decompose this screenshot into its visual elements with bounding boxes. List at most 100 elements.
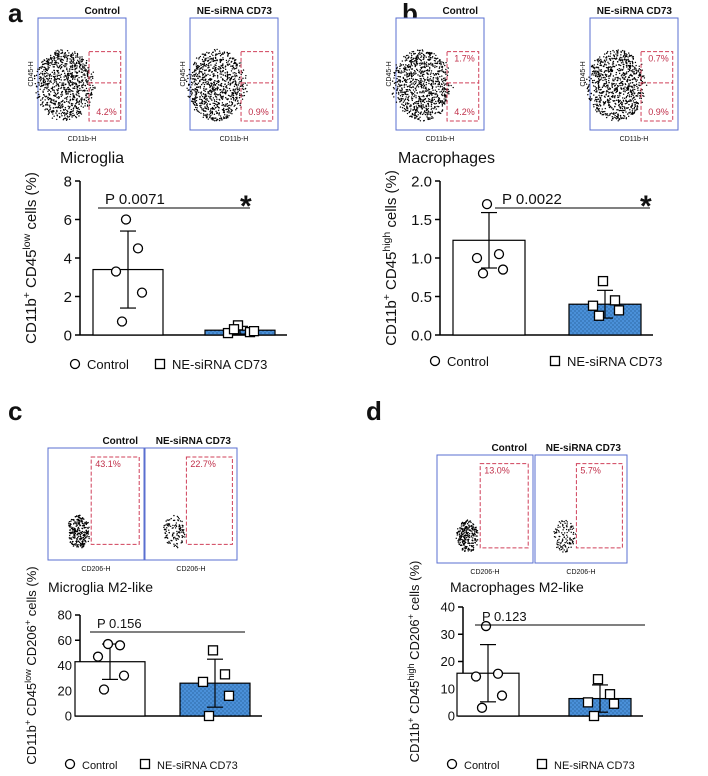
flow-dot bbox=[81, 522, 84, 525]
flow-dot bbox=[238, 97, 241, 99]
flow-dot bbox=[167, 519, 170, 521]
flow-dot bbox=[428, 58, 430, 60]
flow-dot bbox=[61, 115, 63, 117]
flow-dot bbox=[233, 78, 236, 80]
flow-dot bbox=[407, 96, 409, 99]
flow-dot bbox=[86, 83, 89, 85]
flow-dot bbox=[216, 98, 218, 100]
flow-title: NE-siRNA CD73 bbox=[156, 436, 232, 447]
flow-dot bbox=[563, 549, 565, 551]
flow-dot bbox=[404, 56, 407, 58]
flow-dot bbox=[48, 66, 50, 69]
flow-dot bbox=[60, 55, 62, 58]
flow-dot bbox=[616, 76, 618, 79]
flow-dot bbox=[467, 550, 469, 552]
flow-dot bbox=[618, 106, 621, 108]
flow-dot bbox=[70, 102, 73, 105]
flow-dot bbox=[66, 115, 69, 117]
flow-dot bbox=[61, 58, 64, 61]
flow-dot bbox=[172, 536, 175, 539]
flow-dot bbox=[434, 62, 436, 65]
flow-dot bbox=[166, 523, 168, 525]
flow-dot bbox=[74, 97, 76, 99]
y-axis-label-part: cells (%) bbox=[383, 170, 400, 232]
data-point bbox=[136, 287, 148, 298]
flow-dot bbox=[220, 89, 222, 91]
flow-dot bbox=[602, 111, 605, 113]
flow-dot bbox=[209, 74, 211, 77]
flow-dot bbox=[71, 532, 73, 535]
flow-dot bbox=[76, 524, 78, 527]
flow-dot bbox=[85, 541, 87, 543]
flow-dot bbox=[58, 101, 60, 104]
flow-dot bbox=[65, 112, 67, 114]
flow-dot bbox=[396, 77, 398, 80]
flow-dot bbox=[226, 98, 229, 101]
flow-dot bbox=[66, 73, 69, 75]
flow-dot bbox=[419, 75, 422, 77]
flow-dot bbox=[625, 58, 627, 61]
flow-dot bbox=[572, 533, 574, 535]
flow-dot bbox=[452, 86, 454, 89]
flow-dot bbox=[399, 79, 401, 81]
flow-dot bbox=[163, 528, 166, 531]
flow-dot bbox=[423, 95, 425, 98]
flow-dot bbox=[436, 65, 438, 68]
flow-dot bbox=[459, 530, 461, 533]
flow-dot bbox=[422, 83, 425, 85]
flow-dot bbox=[601, 92, 603, 95]
flow-dot bbox=[76, 546, 78, 548]
flow-dot bbox=[603, 76, 605, 78]
flow-dot bbox=[80, 544, 82, 546]
flow-dot bbox=[631, 69, 634, 71]
flow-dot bbox=[445, 100, 447, 102]
flow-dot bbox=[238, 62, 241, 64]
flow-dot bbox=[416, 110, 418, 112]
flow-dot bbox=[409, 110, 412, 112]
flow-dot bbox=[214, 68, 216, 70]
flow-dot bbox=[445, 79, 447, 81]
y-axis-label-part: low bbox=[23, 669, 33, 683]
flow-dot bbox=[201, 73, 204, 75]
flow-dot bbox=[611, 82, 613, 85]
flow-dot bbox=[168, 540, 170, 543]
flow-dot bbox=[628, 66, 631, 69]
flow-dot bbox=[615, 71, 618, 74]
flow-dot bbox=[437, 105, 440, 108]
flow-dot bbox=[224, 89, 227, 91]
flow-dot bbox=[53, 95, 56, 97]
flow-dot bbox=[633, 108, 635, 110]
flow-dot bbox=[400, 91, 402, 93]
flow-dot bbox=[631, 103, 634, 105]
flow-dot bbox=[216, 71, 219, 74]
flow-dot bbox=[49, 80, 52, 82]
flow-dot bbox=[68, 54, 70, 57]
flow-dot bbox=[207, 91, 209, 93]
flow-dot bbox=[598, 79, 600, 81]
flow-dot bbox=[216, 94, 219, 96]
flow-dot bbox=[614, 100, 616, 102]
flow-dot bbox=[209, 111, 211, 113]
flow-dot bbox=[421, 84, 423, 87]
flow-dot bbox=[192, 89, 195, 91]
flow-dot bbox=[236, 89, 239, 91]
flow-dot bbox=[417, 104, 420, 107]
flow-dot bbox=[37, 96, 40, 98]
flow-dot bbox=[233, 57, 235, 59]
flow-dot bbox=[54, 92, 57, 95]
flow-dot bbox=[604, 77, 606, 79]
flow-dot bbox=[634, 79, 637, 81]
flow-dot bbox=[412, 103, 415, 105]
flow-dot bbox=[213, 59, 216, 62]
flow-dot bbox=[632, 78, 634, 80]
flow-dot bbox=[622, 76, 624, 78]
flow-dot bbox=[51, 60, 53, 62]
flow-dot bbox=[173, 514, 175, 517]
flow-dot bbox=[592, 65, 594, 68]
flow-dot bbox=[608, 87, 610, 89]
flow-dot bbox=[214, 92, 216, 94]
flow-dot bbox=[425, 61, 428, 63]
flow-dot bbox=[622, 68, 624, 71]
flow-dot bbox=[198, 111, 200, 113]
flow-dot bbox=[430, 84, 433, 86]
